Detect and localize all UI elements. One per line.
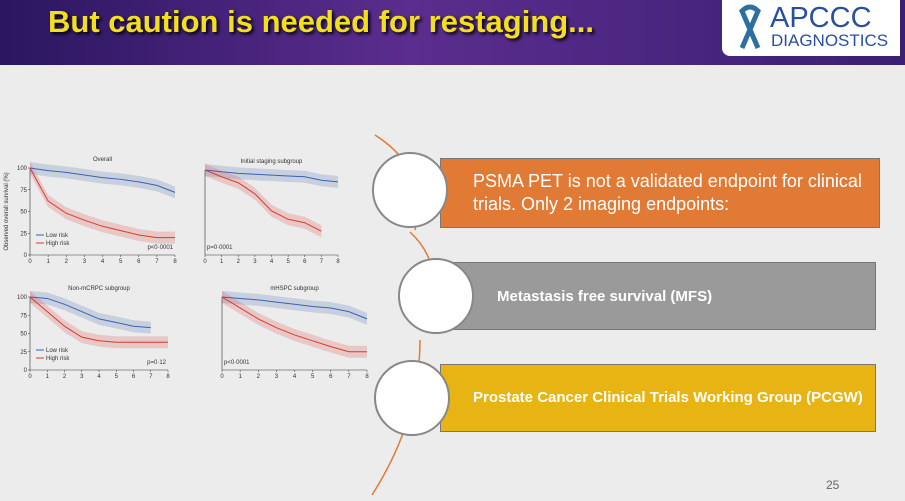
x-tick-label: 2 [257,374,261,380]
y-tick-label: 50 [20,210,27,216]
p-value: p=0·12 [147,360,167,366]
x-tick-label: 1 [238,374,242,380]
y-tick-label: 25 [20,231,27,237]
x-tick-label: 5 [286,259,290,265]
km-curve [29,167,176,193]
x-tick-label: 3 [253,259,257,265]
x-tick-label: 5 [119,259,123,265]
x-tick-label: 2 [63,374,67,380]
x-tick-label: 6 [137,259,141,265]
x-tick-label: 8 [166,374,170,380]
box: Prostate Cancer Clinical Trials Working … [440,364,876,432]
y-axis-label: Observed overall survival (%) [4,172,10,250]
x-tick-label: 1 [46,259,50,265]
x-tick-label: 1 [46,374,50,380]
ribbon [739,4,761,49]
x-tick-label: 3 [83,259,87,265]
ci-band [205,164,322,238]
x-tick-label: 6 [329,374,333,380]
km-curve [29,167,175,239]
logo-subtitle: DIAGNOSTICS [771,31,889,50]
km-curve [221,296,368,320]
legend-label: High risk [46,356,70,362]
ci-band [222,291,367,358]
title: But caution is needed for restaging... [48,4,595,39]
x-tick-label: 7 [149,374,153,380]
x-tick-label: 8 [173,259,177,265]
x-tick-label: 8 [336,259,340,265]
y-tick-label: 0 [24,253,28,259]
panel-title: Initial staging subgroup [241,159,303,165]
x-tick-label: 0 [28,259,32,265]
x-tick-label: 0 [220,374,224,380]
y-tick-label: 100 [17,166,28,172]
p-value: p<0·0001 [147,245,173,251]
logo: APCCC DIAGNOSTICS [722,0,900,56]
km-curve [204,169,322,232]
x-tick-label: 1 [220,259,224,265]
x-tick-label: 6 [303,259,307,265]
x-tick-label: 5 [311,374,315,380]
ci-band [30,162,175,199]
x-tick-label: 0 [28,374,32,380]
km-curve [29,296,151,329]
p-value: p=0·0001 [207,245,233,251]
x-tick-label: 2 [237,259,241,265]
ci-band [30,162,175,244]
km-curve [29,296,168,343]
x-tick-label: 4 [293,374,297,380]
y-tick-label: 25 [20,350,27,356]
x-tick-label: 4 [101,259,105,265]
y-tick-label: 75 [20,313,27,319]
km-curve [204,169,339,183]
legend-label: Low risk [46,348,69,354]
x-tick-label: 7 [347,374,351,380]
x-tick-label: 0 [203,259,207,265]
y-tick-label: 100 [17,295,28,301]
logo-name: APCCC [770,2,872,34]
y-tick-label: 75 [20,188,27,194]
y-tick-label: 50 [20,332,27,338]
x-tick-label: 2 [65,259,69,265]
p-value: p<0·0001 [224,360,250,366]
legend-label: High risk [46,241,70,247]
ci-band [205,164,338,188]
y-tick-label: 0 [24,368,28,374]
x-tick-label: 8 [365,374,369,380]
page-number: 25 [826,478,840,492]
x-tick-label: 6 [132,374,136,380]
box: Metastasis free survival (MFS) [440,262,876,330]
x-tick-label: 4 [270,259,274,265]
x-tick-label: 3 [275,374,279,380]
x-tick-label: 4 [97,374,101,380]
x-tick-label: 7 [320,259,324,265]
panel-title: Non-mCRPC subgroup [68,286,130,292]
x-tick-label: 3 [80,374,84,380]
x-tick-label: 7 [155,259,159,265]
header: But caution is needed for restaging... A… [0,0,905,65]
x-tick-label: 5 [115,374,119,380]
panel-title: mHSPC subgroup [270,286,319,292]
panel-title: Overall [93,157,112,163]
box: PSMA PET is not a validated endpoint for… [440,158,880,228]
legend-label: Low risk [46,233,69,239]
km-curve [221,296,367,353]
